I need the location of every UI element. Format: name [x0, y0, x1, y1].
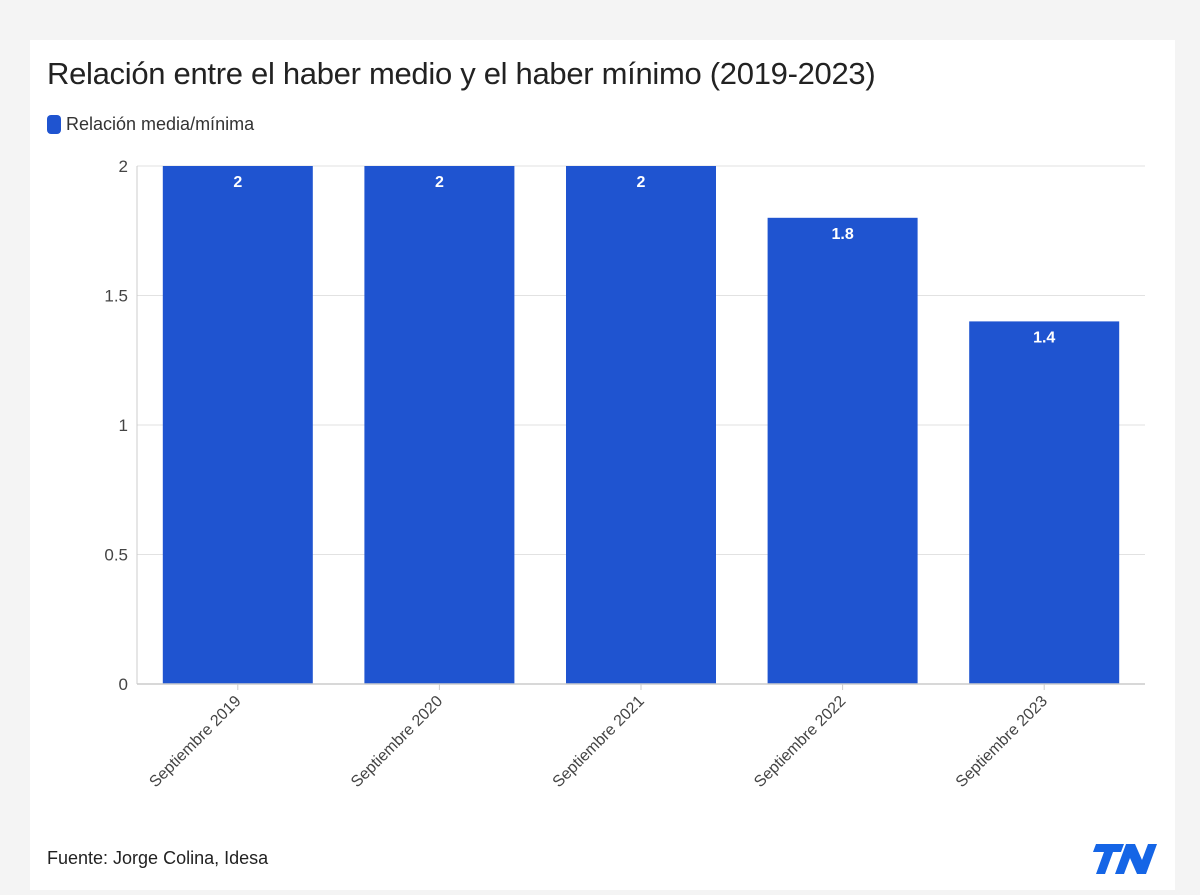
x-tick-label: Septiembre 2021	[550, 693, 648, 791]
x-tick-label: Septiembre 2019	[146, 693, 244, 791]
source-note: Fuente: Jorge Colina, Idesa	[47, 848, 269, 868]
bar-value-label: 2	[233, 174, 242, 191]
bar	[566, 166, 716, 684]
chart-title: Relación entre el haber medio y el haber…	[47, 56, 876, 91]
legend-label: Relación media/mínima	[66, 114, 255, 134]
bar-value-label: 2	[637, 174, 646, 191]
x-tick-label: Septiembre 2020	[348, 693, 446, 791]
x-tick-label: Septiembre 2022	[751, 693, 849, 791]
bar	[162, 166, 313, 684]
y-tick-label: 1	[119, 416, 128, 435]
chart-card: Relación entre el haber medio y el haber…	[30, 40, 1175, 890]
bar	[364, 166, 515, 684]
y-tick-label: 0.5	[104, 546, 128, 565]
legend-swatch	[47, 115, 61, 134]
tn-logo-icon	[1093, 844, 1157, 874]
bar-value-label: 1.8	[831, 226, 853, 243]
bar	[969, 321, 1120, 684]
bar-value-label: 2	[435, 174, 444, 191]
y-tick-label: 2	[119, 157, 128, 176]
bar	[767, 217, 918, 685]
legend: Relación media/mínima	[47, 114, 254, 135]
y-tick-label: 0	[119, 675, 128, 694]
y-tick-label: 1.5	[104, 287, 128, 306]
bar-chart: 0 0.5 1 1.5 2 2 Septiembre 2019 2 Septiembre 202…	[104, 157, 1145, 791]
x-tick-label: Septiembre 2023	[953, 693, 1051, 791]
bar-value-label: 1.4	[1033, 329, 1055, 346]
